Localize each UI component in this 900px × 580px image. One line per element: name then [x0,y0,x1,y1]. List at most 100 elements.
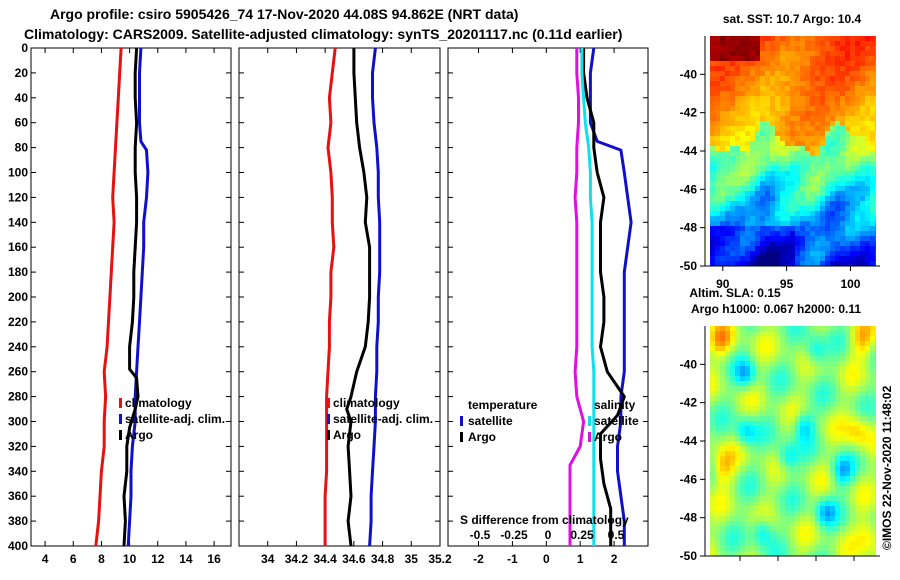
map-pixel [790,466,796,472]
map-pixel [850,531,856,537]
map-pixel [875,466,876,472]
map-pixel [805,211,811,217]
map-pixel [725,166,731,172]
map-pixel [745,121,751,127]
map-pixel [865,91,871,97]
map-pixel [865,191,871,197]
map-pixel [835,366,841,372]
map-pixel [830,206,836,212]
map-pixel [785,416,791,422]
map-pixel [710,36,716,42]
map-pixel [790,531,796,537]
map-pixel [865,341,871,347]
map-pixel [860,191,866,197]
map-pixel [830,476,836,482]
map-pixel [865,136,871,142]
map-pixel [765,236,771,242]
map-pixel [810,56,816,62]
map-pixel [725,246,731,252]
map-pixel [795,126,801,132]
map-pixel [835,481,841,487]
map-pixel [740,486,746,492]
map-pixel [815,201,821,207]
map-pixel [860,406,866,412]
map-pixel [765,91,771,97]
map-pixel [820,456,826,462]
map-pixel [715,476,721,482]
map-pixel [800,201,806,207]
map-pixel [860,446,866,452]
map-pixel [805,116,811,122]
map-pixel [715,231,721,237]
map-pixel [810,381,816,387]
map-pixel [775,466,781,472]
map-pixel [865,151,871,157]
map-pixel [710,551,716,556]
map-pixel [730,466,736,472]
map-pixel [725,411,731,417]
map-pixel [865,71,871,77]
map-pixel [810,201,816,207]
map-pixel [825,426,831,432]
map-pixel [735,476,741,482]
map-pixel [845,36,851,42]
map-pixel [790,506,796,512]
map-pixel [770,101,776,107]
map-pixel [725,546,731,552]
map-pixel [805,201,811,207]
map-pixel [835,56,841,62]
map-pixel [810,161,816,167]
map-pixel [720,496,726,502]
map-pixel [735,371,741,377]
map-pixel [750,221,756,227]
map-pixel [775,401,781,407]
map-pixel [750,191,756,197]
map-pixel [815,371,821,377]
map-pixel [835,496,841,502]
map-pixel [785,436,791,442]
map-pixel [805,451,811,457]
map-pixel [720,486,726,492]
map-pixel [715,331,721,337]
map-pixel [725,81,731,87]
map-pixel [745,511,751,517]
map-pixel [785,251,791,257]
map-pixel [835,46,841,52]
map-pixel [735,426,741,432]
map-pixel [780,91,786,97]
map-pixel [790,456,796,462]
map-pixel [735,481,741,487]
map-pixel [755,131,761,137]
map-pixel [875,376,876,382]
map-pixel [785,486,791,492]
map-pixel [715,226,721,232]
map-pixel [720,126,726,132]
map-pixel [790,546,796,552]
map-pixel [710,106,716,112]
map-pixel [830,396,836,402]
map-pixel [855,46,861,52]
map-pixel [765,251,771,257]
map-pixel [850,241,856,247]
map-pixel [795,71,801,77]
map-pixel [715,201,721,207]
map-pixel [875,226,876,232]
map-pixel [785,546,791,552]
map-pixel [815,261,821,266]
map-pixel [770,381,776,387]
map-pixel [850,51,856,57]
map-pixel [850,186,856,192]
map-pixel [735,231,741,237]
map-pixel [835,376,841,382]
map-pixel [755,201,761,207]
map-pixel [780,396,786,402]
map-pixel [710,421,716,427]
map-pixel [740,136,746,142]
map-pixel [715,396,721,402]
map-pixel [775,406,781,412]
map-pixel [840,401,846,407]
legend-title-temperature: temperature [468,398,538,412]
map-pixel [855,211,861,217]
map-pixel [840,346,846,352]
map-pixel [835,236,841,242]
